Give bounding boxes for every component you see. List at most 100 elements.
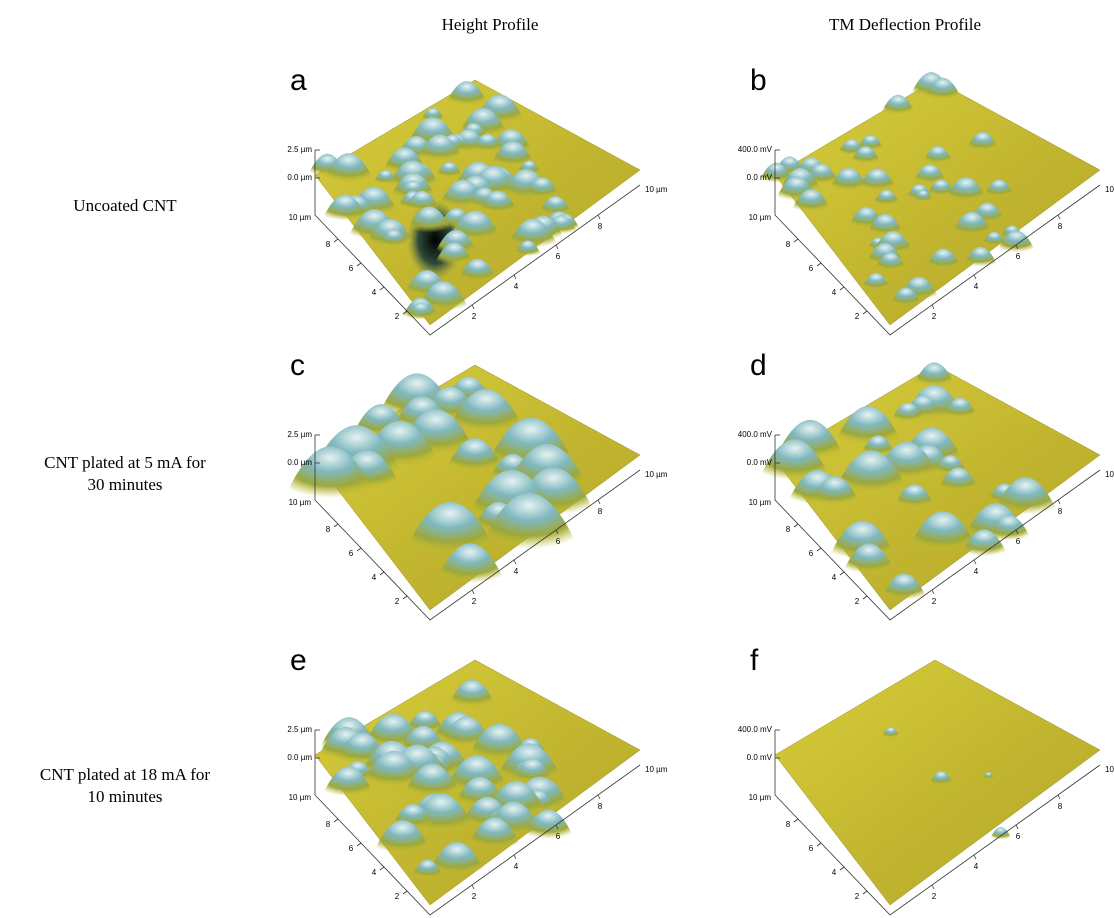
- axis-tick: [1058, 500, 1060, 504]
- axis-tick: [334, 239, 338, 242]
- axis-tick: [357, 548, 361, 551]
- axis-tick: [863, 891, 867, 894]
- axis-tick: [863, 596, 867, 599]
- axis-tick-label: 2: [472, 597, 477, 606]
- axis-tick-label: 4: [974, 282, 979, 291]
- axis-tick: [514, 855, 516, 859]
- axis-tick-label: 6: [809, 844, 814, 853]
- axis-tick: [514, 275, 516, 279]
- axis-tick: [932, 885, 934, 889]
- axis-tick-label: 6: [556, 832, 561, 841]
- axis-corner-label: 10 µm: [1105, 185, 1114, 194]
- panel-letter: d: [750, 349, 767, 382]
- axis-tick-label: 4: [514, 282, 519, 291]
- axis-tick: [598, 215, 600, 219]
- axis-tick-label: 6: [556, 537, 561, 546]
- panel-letter: b: [750, 64, 767, 97]
- axis-tick-label: 2: [855, 597, 860, 606]
- axis-tick: [974, 560, 976, 564]
- z-label: 2.5 µm: [287, 725, 312, 734]
- axis-tick: [472, 590, 474, 594]
- z-label: 400.0 mV: [738, 145, 773, 154]
- afm-panel: a2.5 µm0.0 µm10 µm10 µm86422468: [287, 64, 667, 335]
- axis-tick-label: 2: [932, 597, 937, 606]
- axis-tick-label: 6: [1016, 252, 1021, 261]
- axis-tick-label: 2: [932, 892, 937, 901]
- axis-tick-label: 8: [1058, 507, 1063, 516]
- axis-tick: [1058, 215, 1060, 219]
- column-header: Height Profile: [442, 15, 539, 34]
- panel-letter: c: [290, 349, 305, 382]
- axis-corner-label: 10 µm: [289, 793, 312, 802]
- z-label: 0.0 µm: [287, 458, 312, 467]
- axis-tick-label: 8: [326, 240, 331, 249]
- axis-tick: [932, 590, 934, 594]
- axis-tick: [380, 867, 384, 870]
- row-label: Uncoated CNT: [73, 196, 177, 215]
- afm-panel: b400.0 mV0.0 mV10 µm10 µm86422468: [738, 64, 1114, 335]
- axis-corner-label: 10 µm: [749, 793, 772, 802]
- axis-tick-label: 6: [349, 264, 354, 273]
- axis-tick-label: 2: [395, 892, 400, 901]
- z-label: 400.0 mV: [738, 430, 773, 439]
- axis-tick-label: 8: [786, 525, 791, 534]
- row-label: CNT plated at 18 mA for: [40, 765, 210, 784]
- axis-tick-label: 4: [372, 868, 377, 877]
- axis-tick: [840, 867, 844, 870]
- axis-tick: [974, 855, 976, 859]
- axis-tick: [1016, 825, 1018, 829]
- row-label: CNT plated at 5 mA for: [44, 453, 206, 472]
- axis-tick-label: 6: [1016, 537, 1021, 546]
- axis-tick-label: 8: [786, 820, 791, 829]
- axis-tick: [598, 500, 600, 504]
- axis-tick-label: 8: [598, 222, 603, 231]
- axis-tick-label: 6: [349, 844, 354, 853]
- afm-panel: f400.0 mV0.0 mV10 µm10 µm86422468: [738, 644, 1114, 915]
- axis-tick: [357, 263, 361, 266]
- axis-tick-label: 2: [855, 312, 860, 321]
- axis-tick: [794, 239, 798, 242]
- afm-panel: d400.0 mV0.0 mV10 µm10 µm86422468: [738, 349, 1114, 620]
- z-label: 2.5 µm: [287, 430, 312, 439]
- z-label: 0.0 mV: [747, 753, 773, 762]
- panel-letter: a: [290, 64, 307, 97]
- figure: Height Profile TM Deflection Profile Unc…: [0, 0, 1114, 918]
- axis-corner-label: 10 µm: [1105, 765, 1114, 774]
- axis-corner-label: 10 µm: [645, 185, 668, 194]
- axis-corner-label: 10 µm: [289, 498, 312, 507]
- axis-tick-label: 2: [932, 312, 937, 321]
- axis-tick: [1058, 795, 1060, 799]
- axis-tick: [514, 560, 516, 564]
- axis-tick-label: 6: [809, 549, 814, 558]
- axis-tick-label: 8: [1058, 802, 1063, 811]
- panel-letter: f: [750, 644, 759, 677]
- z-label: 0.0 µm: [287, 173, 312, 182]
- axis-tick-label: 2: [472, 312, 477, 321]
- axis-tick-label: 6: [1016, 832, 1021, 841]
- axis-tick-label: 2: [855, 892, 860, 901]
- axis-corner-label: 10 µm: [645, 765, 668, 774]
- axis-tick: [598, 795, 600, 799]
- axis-tick: [932, 305, 934, 309]
- axis-tick: [794, 524, 798, 527]
- axis-tick-label: 4: [514, 862, 519, 871]
- axis-tick: [863, 311, 867, 314]
- axis-tick-label: 4: [514, 567, 519, 576]
- z-label: 0.0 mV: [747, 173, 773, 182]
- axis-corner-label: 10 µm: [749, 213, 772, 222]
- axis-tick: [380, 287, 384, 290]
- afm-panel: c2.5 µm0.0 µm10 µm10 µm86422468: [282, 349, 668, 620]
- row-label: 30 minutes: [87, 475, 162, 494]
- axis-tick-label: 4: [974, 567, 979, 576]
- axis-tick: [334, 524, 338, 527]
- axis-tick: [357, 843, 361, 846]
- axis-tick-label: 6: [809, 264, 814, 273]
- axis-tick-label: 8: [598, 507, 603, 516]
- z-label: 400.0 mV: [738, 725, 773, 734]
- axis-tick-label: 4: [832, 868, 837, 877]
- axis-tick-label: 4: [372, 573, 377, 582]
- z-label: 0.0 µm: [287, 753, 312, 762]
- axis-tick-label: 8: [326, 525, 331, 534]
- axis-tick-label: 2: [472, 892, 477, 901]
